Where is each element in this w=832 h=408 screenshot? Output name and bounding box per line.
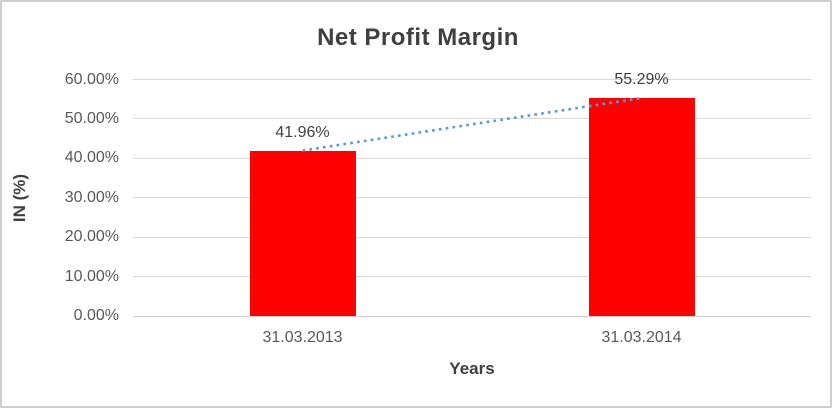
x-axis-line [133, 315, 811, 317]
y-tick-label: 0.00% [73, 307, 119, 324]
y-tick-label: 60.00% [64, 70, 119, 88]
bar-data-label: 55.29% [614, 71, 669, 89]
bar-31.03.2013 [249, 150, 356, 316]
gridline [133, 79, 811, 80]
gridline [133, 118, 811, 120]
y-axis-title: IN (%) [10, 173, 29, 223]
x-category-label: 31.03.2014 [601, 329, 682, 346]
y-tick-label: 50.00% [64, 109, 119, 127]
gridline [133, 197, 811, 199]
gridline [133, 276, 811, 278]
bar-31.03.2014 [588, 98, 695, 316]
bar-data-label: 41.96% [275, 123, 330, 141]
y-tick-label: 30.00% [64, 188, 119, 206]
gridline [133, 236, 811, 238]
x-axis-title: Years [449, 359, 495, 378]
y-tick-label: 10.00% [64, 267, 119, 285]
chart-title: Net Profit Margin [317, 24, 519, 51]
x-category-label: 31.03.2013 [262, 329, 343, 346]
y-tick-label: 40.00% [64, 149, 119, 167]
gridline [133, 157, 811, 159]
y-tick-label: 20.00% [64, 228, 119, 246]
